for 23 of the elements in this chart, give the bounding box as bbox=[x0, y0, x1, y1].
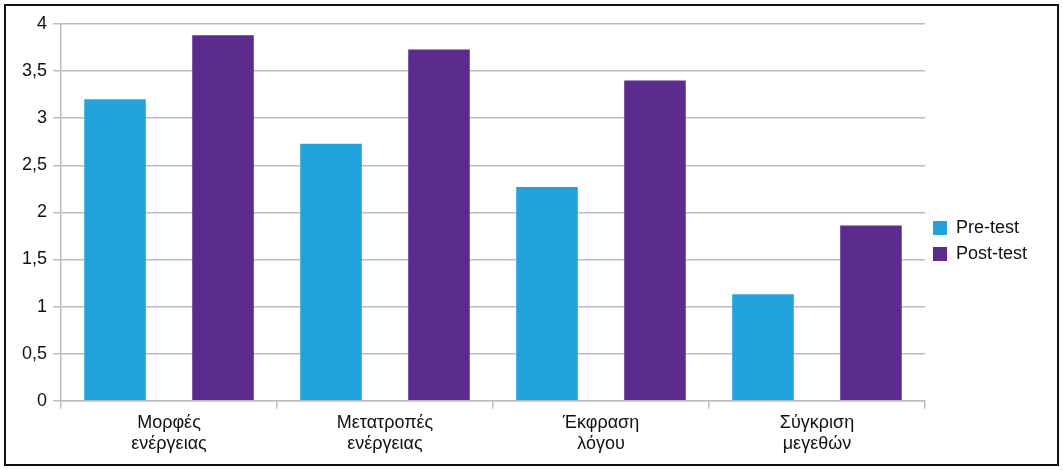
y-tick-label: 3 bbox=[37, 107, 48, 128]
x-tick-label: Μορφές ενέργειας bbox=[131, 411, 208, 454]
bar bbox=[840, 225, 902, 401]
bar bbox=[408, 49, 470, 401]
y-tick-label: 2,5 bbox=[21, 154, 48, 175]
x-tick-label: Σύγκριση μεγεθών bbox=[779, 411, 855, 454]
legend-label: Post-test bbox=[955, 242, 1028, 263]
y-tick-label: 4 bbox=[37, 12, 48, 33]
bar bbox=[624, 80, 686, 401]
y-tick-label: 3,5 bbox=[21, 60, 48, 81]
bar bbox=[84, 99, 146, 401]
x-tick-label: Έκφραση λόγου bbox=[561, 411, 640, 454]
x-tick-label: Μετατροπές ενέργειας bbox=[336, 411, 434, 454]
bar bbox=[192, 35, 254, 401]
y-tick-label: 1,5 bbox=[21, 248, 48, 269]
y-tick-label: 0 bbox=[37, 389, 48, 410]
bar bbox=[516, 186, 578, 401]
bar bbox=[300, 143, 362, 401]
y-tick-label: 2 bbox=[37, 201, 48, 222]
y-tick-label: 0,5 bbox=[21, 342, 48, 363]
bar bbox=[732, 294, 794, 401]
legend-label: Pre-test bbox=[955, 216, 1020, 237]
y-tick-label: 1 bbox=[37, 295, 48, 316]
